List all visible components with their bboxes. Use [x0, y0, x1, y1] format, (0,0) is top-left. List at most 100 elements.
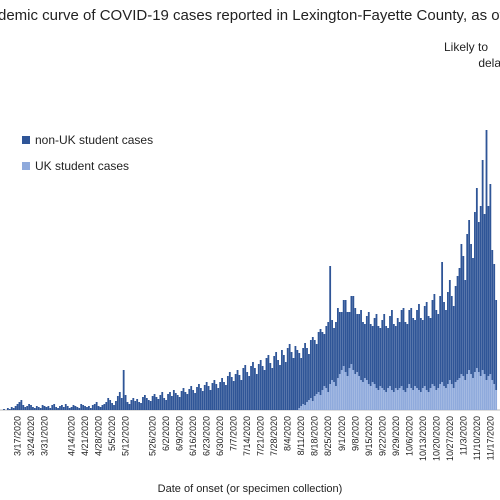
- bar-segment: [447, 292, 449, 384]
- x-tick-label: 7/28/2020: [269, 416, 279, 456]
- bar-segment: [431, 384, 434, 410]
- bar-segment: [14, 406, 17, 410]
- bar-segment: [194, 393, 196, 410]
- bar-segment: [491, 250, 494, 380]
- bar-segment: [391, 390, 393, 410]
- bar-segment: [329, 266, 332, 384]
- bar-segment: [329, 384, 332, 410]
- bar-segment: [344, 372, 347, 410]
- bar-segment: [30, 405, 32, 410]
- bar-segment: [228, 372, 231, 410]
- bar-segment: [333, 382, 335, 410]
- bar-segment: [6, 408, 9, 410]
- bar-segment: [475, 368, 478, 410]
- x-tick-label: 5/26/2020: [148, 416, 158, 456]
- bar-segment: [209, 390, 212, 410]
- bar-segment: [404, 322, 407, 392]
- bar-segment: [325, 326, 328, 388]
- bar-segment: [454, 286, 457, 382]
- bar-segment: [456, 380, 459, 410]
- bar-segment: [342, 366, 345, 410]
- bar-segment: [288, 344, 291, 410]
- bar-segment: [211, 383, 214, 410]
- bar-segment: [313, 340, 316, 396]
- bar-segment: [474, 212, 476, 372]
- bar-segment: [199, 388, 202, 410]
- bar-segment: [493, 384, 496, 410]
- bar-segment: [483, 374, 486, 410]
- bar-segment: [47, 406, 50, 410]
- bar-segment: [182, 388, 185, 410]
- bar-segment: [362, 322, 364, 382]
- x-tick-label: 6/23/2020: [202, 416, 212, 456]
- bar-segment: [356, 372, 359, 410]
- bar-segment: [360, 380, 362, 410]
- bar-segment: [352, 296, 355, 370]
- bar-segment: [32, 407, 34, 410]
- bar-segment: [400, 310, 403, 386]
- bar-segment: [481, 160, 484, 370]
- bar-segment: [379, 328, 382, 386]
- x-tick-label: 10/20/2020: [431, 416, 441, 461]
- bar-segment: [176, 395, 179, 410]
- bar-segment: [495, 300, 498, 390]
- bar-segment: [16, 404, 19, 410]
- bar-segment: [468, 220, 471, 370]
- bar-segment: [333, 328, 335, 382]
- bar-segment: [284, 362, 287, 410]
- bar-segment: [321, 332, 324, 390]
- bar-segment: [84, 406, 86, 410]
- bar-segment: [153, 394, 156, 410]
- bar-segment: [221, 378, 223, 410]
- bar-segment: [404, 392, 407, 410]
- bar-segment: [348, 312, 351, 368]
- bar-segment: [433, 386, 436, 410]
- bar-segment: [346, 312, 349, 376]
- bar-segment: [323, 334, 326, 386]
- bar-segment: [169, 392, 171, 410]
- bar-segment: [325, 388, 328, 410]
- bar-segment: [165, 400, 168, 410]
- bar-segment: [423, 386, 426, 410]
- bar-segment: [364, 324, 366, 378]
- bar-segment: [392, 324, 395, 392]
- bar-segment: [201, 391, 204, 410]
- bar-segment: [323, 386, 326, 410]
- bar-segment: [277, 360, 279, 410]
- x-tick-label: 10/13/2020: [418, 416, 428, 461]
- bar-segment: [458, 268, 461, 378]
- bar-segment: [433, 294, 436, 386]
- x-tick-label: 6/9/2020: [175, 416, 185, 451]
- bar-segment: [412, 390, 415, 410]
- bar-segment: [439, 384, 442, 410]
- bar-segment: [474, 372, 476, 410]
- bar-segment: [248, 376, 251, 410]
- bar-segment: [472, 258, 474, 378]
- bar-segment: [319, 395, 322, 410]
- bar-segment: [300, 406, 303, 410]
- bar-segment: [236, 370, 239, 410]
- bar-segment: [159, 395, 162, 410]
- bar-segment: [28, 404, 30, 410]
- bar-segment: [254, 368, 256, 410]
- bar-segment: [76, 407, 79, 410]
- bar-segment: [443, 302, 445, 386]
- bar-segment: [35, 406, 38, 410]
- bar-segment: [362, 382, 364, 410]
- bar-segment: [338, 312, 341, 374]
- bar-segment: [472, 378, 474, 410]
- x-tick-label: 6/2/2020: [161, 416, 171, 451]
- x-tick-label: 8/4/2020: [283, 416, 293, 451]
- bar-segment: [292, 358, 295, 410]
- bar-segment: [450, 296, 453, 384]
- bar-segment: [338, 374, 341, 410]
- bar-segment: [445, 388, 447, 410]
- bar-segment: [464, 380, 467, 410]
- x-tick-label: 4/28/2020: [94, 416, 104, 456]
- bar-segment: [188, 389, 191, 410]
- bar-segment: [410, 388, 413, 410]
- bar-segment: [178, 397, 181, 410]
- bar-segment: [113, 405, 115, 410]
- bar-segment: [70, 407, 73, 410]
